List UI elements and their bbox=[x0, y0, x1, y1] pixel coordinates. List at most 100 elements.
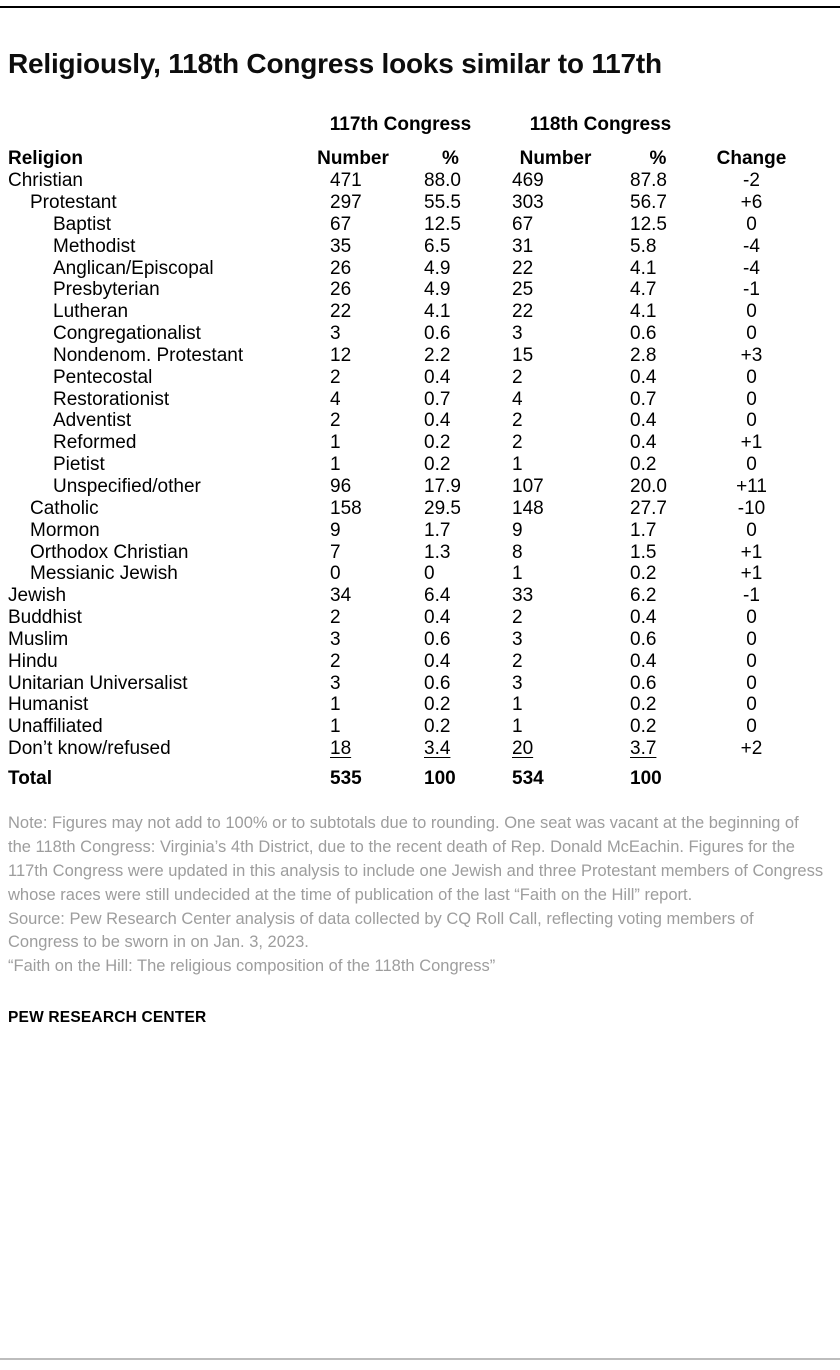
number-117-cell: 26 bbox=[330, 257, 352, 279]
number-118-cell: 67 bbox=[512, 213, 534, 235]
number-117-cell: 471 bbox=[330, 170, 362, 192]
table-row: Unaffiliated 1 0.2 1 0.2 0 bbox=[8, 716, 800, 738]
number-118-cell: 2 bbox=[512, 366, 523, 388]
religion-cell: Restorationist bbox=[53, 388, 170, 410]
header-change: Change bbox=[716, 148, 787, 170]
percent-117-cell: 1.3 bbox=[424, 541, 451, 563]
number-117-cell: 2 bbox=[330, 366, 341, 388]
number-117-cell: 35 bbox=[330, 235, 352, 257]
table-row: Lutheran 22 4.1 22 4.1 0 bbox=[8, 301, 800, 323]
table-row: Pentecostal 2 0.4 2 0.4 0 bbox=[8, 367, 800, 389]
change-cell: 0 bbox=[746, 607, 757, 629]
percent-117-cell: 3.4 bbox=[424, 738, 451, 760]
header-number-117: Number bbox=[317, 148, 389, 170]
table-row: Reformed 1 0.2 2 0.4 +1 bbox=[8, 432, 800, 454]
percent-117-cell: 0.6 bbox=[424, 323, 451, 345]
religion-cell: Pentecostal bbox=[53, 366, 153, 388]
table-row: Buddhist 2 0.4 2 0.4 0 bbox=[8, 607, 800, 629]
change-cell: 0 bbox=[746, 694, 757, 716]
change-cell bbox=[703, 760, 800, 790]
number-117-cell: 1 bbox=[330, 716, 341, 738]
table-row: Total 535 100 534 100 bbox=[8, 760, 800, 790]
notes-block: Note: Figures may not add to 100% or to … bbox=[8, 812, 826, 979]
table-row: Adventist 2 0.4 2 0.4 0 bbox=[8, 410, 800, 432]
number-118-cell: 3 bbox=[512, 628, 523, 650]
percent-117-cell: 88.0 bbox=[424, 170, 461, 192]
number-118-cell: 2 bbox=[512, 432, 523, 454]
religion-cell: Humanist bbox=[8, 694, 89, 716]
table-row: Presbyterian 26 4.9 25 4.7 -1 bbox=[8, 279, 800, 301]
percent-118-cell: 4.1 bbox=[630, 257, 657, 279]
percent-117-cell: 4.9 bbox=[424, 257, 451, 279]
religion-cell: Lutheran bbox=[53, 301, 129, 323]
change-cell: +11 bbox=[736, 476, 767, 497]
header-religion: Religion bbox=[8, 148, 83, 170]
number-117-cell: 1 bbox=[330, 432, 341, 454]
number-117-cell: 535 bbox=[330, 767, 362, 789]
number-117-cell: 297 bbox=[330, 192, 362, 214]
percent-118-cell: 0.4 bbox=[630, 410, 657, 432]
religion-cell: Adventist bbox=[53, 410, 132, 432]
table-row: Methodist 35 6.5 31 5.8 -4 bbox=[8, 236, 800, 258]
number-117-cell: 26 bbox=[330, 279, 352, 301]
percent-118-cell: 56.7 bbox=[630, 192, 667, 214]
table-row: Hindu 2 0.4 2 0.4 0 bbox=[8, 651, 800, 673]
change-cell: 0 bbox=[746, 323, 757, 345]
table-row: Unitarian Universalist 3 0.6 3 0.6 0 bbox=[8, 673, 800, 695]
number-118-cell: 469 bbox=[512, 170, 544, 192]
percent-118-cell: 27.7 bbox=[630, 497, 667, 519]
number-118-cell: 303 bbox=[512, 192, 544, 214]
number-118-cell: 3 bbox=[512, 672, 523, 694]
percent-118-cell: 6.2 bbox=[630, 585, 657, 607]
number-117-cell: 2 bbox=[330, 650, 341, 672]
group-header-spacer-right bbox=[703, 114, 800, 148]
number-118-cell: 3 bbox=[512, 323, 523, 345]
religion-cell: Baptist bbox=[53, 213, 112, 235]
percent-117-cell: 0.2 bbox=[424, 694, 451, 716]
religion-cell: Methodist bbox=[53, 235, 136, 257]
percent-117-cell: 0.6 bbox=[424, 672, 451, 694]
percent-118-cell: 0.2 bbox=[630, 716, 657, 738]
percent-118-cell: 0.6 bbox=[630, 323, 657, 345]
percent-118-cell: 0.6 bbox=[630, 628, 657, 650]
table-row: Congregationalist 3 0.6 3 0.6 0 bbox=[8, 323, 800, 345]
percent-118-cell: 0.4 bbox=[630, 366, 657, 388]
percent-117-cell: 0.2 bbox=[424, 716, 451, 738]
percent-118-cell: 4.1 bbox=[630, 301, 657, 323]
percent-117-cell: 12.5 bbox=[424, 213, 461, 235]
percent-117-cell: 0.4 bbox=[424, 366, 451, 388]
change-cell: 0 bbox=[746, 366, 757, 388]
number-117-cell: 96 bbox=[330, 476, 352, 497]
change-cell: +1 bbox=[740, 563, 763, 585]
change-cell: 0 bbox=[746, 672, 757, 694]
religion-cell: Total bbox=[8, 767, 52, 789]
table-row: Christian 471 88.0 469 87.8 -2 bbox=[8, 170, 800, 192]
number-118-cell: 1 bbox=[512, 694, 523, 716]
change-cell: 0 bbox=[746, 716, 757, 738]
religion-cell: Jewish bbox=[8, 585, 67, 607]
content-area: Religiously, 118th Congress looks simila… bbox=[8, 48, 826, 1026]
religion-cell: Orthodox Christian bbox=[30, 541, 189, 563]
religion-cell: Reformed bbox=[53, 432, 137, 454]
percent-118-cell: 100 bbox=[630, 767, 662, 789]
table-row: Mormon 9 1.7 9 1.7 0 bbox=[8, 520, 800, 542]
religion-cell: Mormon bbox=[30, 519, 100, 541]
religion-cell: Muslim bbox=[8, 628, 69, 650]
note-text: Note: Figures may not add to 100% or to … bbox=[8, 813, 824, 904]
header-percent-117: % bbox=[442, 148, 459, 170]
change-cell: -1 bbox=[743, 279, 760, 301]
religion-cell: Hindu bbox=[8, 650, 58, 672]
number-118-cell: 1 bbox=[512, 716, 523, 738]
religion-cell: Buddhist bbox=[8, 607, 82, 629]
number-118-cell: 2 bbox=[512, 607, 523, 629]
number-118-cell: 2 bbox=[512, 650, 523, 672]
number-118-cell: 4 bbox=[512, 388, 523, 410]
religion-table: 117th Congress 118th Congress Religion N… bbox=[8, 114, 800, 790]
source-text: Source: Pew Research Center analysis of … bbox=[8, 909, 754, 952]
group-header-spacer bbox=[8, 114, 303, 148]
table-row: Muslim 3 0.6 3 0.6 0 bbox=[8, 629, 800, 651]
percent-117-cell: 6.4 bbox=[424, 585, 451, 607]
percent-117-cell: 1.7 bbox=[424, 519, 451, 541]
religion-cell: Unaffiliated bbox=[8, 716, 103, 738]
number-118-cell: 15 bbox=[512, 344, 534, 366]
